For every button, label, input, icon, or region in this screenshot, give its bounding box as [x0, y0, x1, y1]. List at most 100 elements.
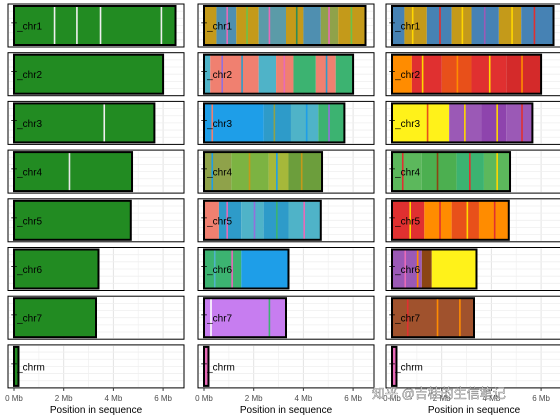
segment	[241, 249, 289, 289]
chromosome-outline	[203, 199, 322, 241]
chromosome-label: T_chr2	[201, 70, 233, 81]
stripe	[283, 54, 286, 94]
chromosome-label: T_chr7	[11, 314, 43, 325]
chromosome-label: T_chr2	[11, 70, 43, 81]
panel-3: T_chr1 T_chr2 T_chr3 T_chr4 T_chr5 T_chr6 T_ch…	[385, 3, 560, 389]
segment	[204, 298, 286, 338]
chromosome-outline	[391, 53, 543, 95]
stripe	[325, 54, 328, 94]
row-T_chr3: T_chr3	[7, 100, 185, 145]
chromosome-label: T_chr2	[389, 70, 421, 81]
chromosome-outline	[13, 102, 156, 144]
chromosome-label: T_chr6	[201, 265, 233, 276]
stripe	[253, 200, 256, 240]
panel-1: T_chr1 T_chr2 T_chr3 T_chr4 T_chr5 T_chr6 T_ch…	[7, 3, 185, 389]
stripe	[76, 6, 78, 45]
stripe	[226, 6, 228, 45]
stripe	[496, 152, 498, 192]
chromosome-label: T_chr4	[201, 168, 233, 179]
segment	[421, 152, 457, 192]
row-T_chr2: T_chr2	[197, 52, 375, 97]
row-T_chr5: T_chr5	[7, 198, 185, 243]
chromosome-label: T_chr1	[389, 22, 421, 33]
chromosome-outline	[203, 345, 210, 387]
stripe	[464, 103, 466, 143]
chromosome-label: T_chr3	[389, 119, 421, 130]
segment	[286, 6, 304, 45]
x-axis-panel-2: 0 Mb 2 Mb 4 Mb 6 Mb Position in sequence	[195, 387, 363, 416]
x-tick-label: 6 Mb	[154, 394, 172, 403]
stripe	[461, 6, 464, 45]
segment	[451, 200, 479, 240]
stripe	[305, 103, 308, 143]
segment	[506, 54, 542, 94]
segment	[204, 200, 219, 240]
segment	[411, 54, 442, 94]
stripe	[226, 200, 228, 240]
stripe	[268, 6, 271, 45]
row-T_chr4: T_chr4	[197, 149, 375, 194]
stripe	[248, 152, 251, 192]
segment	[258, 54, 277, 94]
stripe	[328, 103, 330, 143]
segment	[14, 103, 155, 143]
x-tick-label: 4 Mb	[104, 394, 122, 403]
x-axis-title: Position in sequence	[50, 405, 143, 416]
row-T_chr7: T_chr7	[197, 295, 375, 340]
stripe	[211, 103, 214, 143]
chromosome-label: T_chr7	[201, 314, 233, 325]
stripe	[213, 249, 216, 289]
chromosome-outline	[391, 297, 475, 339]
segment	[506, 103, 533, 143]
segment	[498, 6, 522, 45]
stripe	[328, 6, 330, 45]
segment	[258, 6, 286, 45]
chromosome-outline	[13, 5, 177, 46]
stripe	[466, 200, 469, 240]
x-tick-label: 2 Mb	[55, 394, 73, 403]
stripe	[246, 6, 248, 45]
x-tick-label: 2 Mb	[433, 394, 451, 403]
chromosome-outline	[391, 248, 478, 290]
row-T_chr2: T_chr2	[385, 52, 560, 97]
segment	[318, 103, 345, 143]
stripe	[426, 103, 429, 143]
stripe	[231, 249, 233, 289]
chromosome-outline	[203, 248, 290, 290]
segment	[392, 54, 412, 94]
chromosome-outline	[203, 5, 367, 46]
watermark-text: 知乎 @吉桂的生信笔记	[372, 386, 506, 401]
chromosome-outline	[203, 53, 355, 95]
x-tick-label: 4 Mb	[482, 394, 500, 403]
stripe	[276, 152, 278, 192]
row-T_chr1: T_chr1	[7, 3, 185, 48]
stripe	[439, 6, 441, 45]
segment	[268, 152, 289, 192]
segment	[392, 346, 397, 386]
segment	[303, 6, 321, 45]
stripe	[211, 152, 214, 192]
stripe	[469, 152, 471, 192]
chromosome-label: T_chr5	[389, 216, 421, 227]
segment	[392, 152, 422, 192]
segment	[14, 54, 164, 94]
row-T_chr6: T_chr6	[7, 247, 185, 291]
x-tick-label: 2 Mb	[245, 394, 263, 403]
stripe	[295, 6, 298, 45]
row-T_chrm: T_chrm	[197, 344, 375, 389]
stripe	[303, 200, 305, 240]
stripe	[493, 200, 496, 240]
x-axis-title: Position in sequence	[428, 405, 521, 416]
segment	[14, 200, 131, 240]
x-axis-panel-1: 0 Mb 2 Mb 4 Mb 6 Mb Position in sequence	[5, 387, 173, 416]
segment	[290, 103, 319, 143]
stripe	[409, 200, 411, 240]
stripe	[268, 298, 271, 338]
segment	[392, 103, 450, 143]
chromosome-outline	[391, 151, 512, 193]
chromosome-label: T_chr4	[389, 168, 421, 179]
segment	[521, 6, 554, 45]
chromosome-label: T_chr6	[11, 265, 43, 276]
chromosome-outline	[13, 53, 165, 95]
